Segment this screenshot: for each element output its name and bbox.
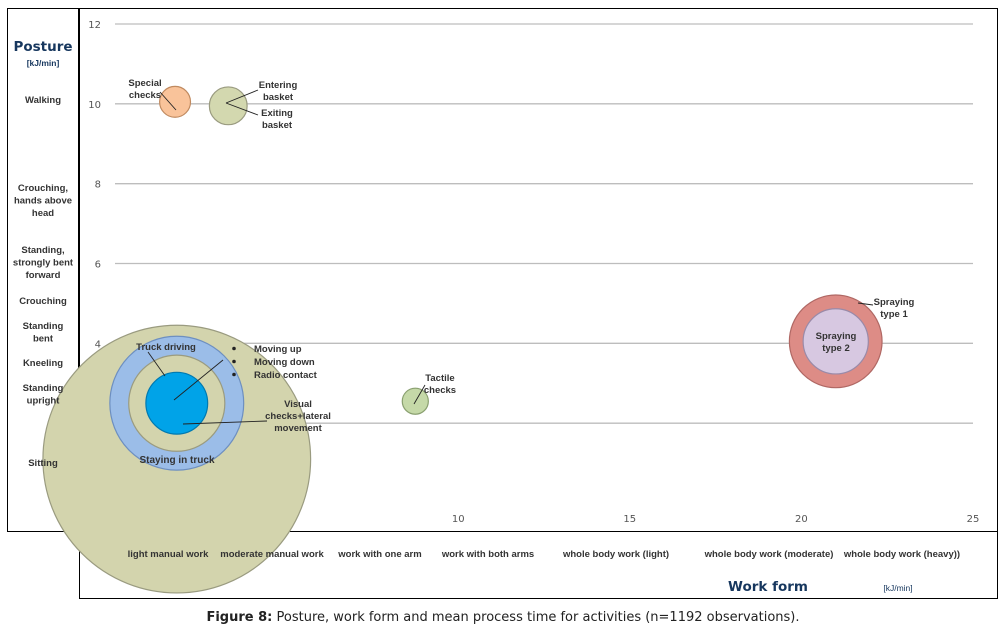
special-checks-label-line-2: checks (129, 90, 161, 101)
posture-label-line-2: hands above (14, 196, 72, 207)
entering-basket-label-line-1: Entering (259, 80, 298, 91)
leader-special-checks (159, 91, 177, 111)
work-form-label: work with one arm (337, 549, 421, 560)
visual-checks-label-line-3: movement (274, 423, 322, 434)
leader-spraying-type1 (857, 302, 874, 306)
tactile-checks-label-line-1: Tactile (425, 373, 454, 384)
bubble (802, 308, 869, 375)
work-form-label: moderate manual work (220, 549, 324, 560)
y-tick-label: 8 (95, 180, 101, 191)
bubble (145, 371, 209, 435)
visual-checks-label-line-2: checks+lateral (265, 411, 331, 422)
posture-label-line-1: Standing (23, 321, 64, 332)
work-form-label: work with both arms (441, 549, 534, 560)
posture-label-line-1: Standing (23, 383, 64, 394)
work-form-label: whole body work (moderate) (704, 549, 834, 560)
x-tick-label: 15 (623, 514, 636, 525)
bullet-dot (232, 346, 236, 351)
leader-moving-up (173, 359, 224, 401)
leader-truck-driving (147, 351, 166, 377)
visual-checks-label-line-1: Visual (284, 399, 312, 410)
x-tick-label: 20 (795, 514, 808, 525)
caption-text: Posture, work form and mean process time… (272, 610, 800, 625)
bubble (159, 85, 192, 118)
posture-label-line-1: Walking (25, 95, 61, 106)
spraying-type1-label-line-2: type 1 (880, 309, 908, 320)
posture-label-line-1: Sitting (28, 458, 58, 469)
bubble (208, 86, 248, 126)
staying-in-truck-label: Staying in truck (139, 455, 214, 466)
leader-visual-checks (182, 420, 268, 425)
work-form-label: whole body work (heavy)) (843, 549, 960, 560)
caption-label: Figure 8: (206, 610, 273, 625)
bullet-label: Radio contact (254, 370, 318, 381)
y-tick-label: 12 (88, 20, 101, 31)
posture-label-line-3: forward (26, 270, 61, 281)
truck-driving-label: Truck driving (136, 342, 196, 353)
spraying-type2-label-line-2: type 2 (822, 343, 849, 354)
y-tick-label: 6 (95, 260, 101, 271)
posture-label-line-1: Crouching (19, 296, 67, 307)
posture-label-line-1: Kneeling (23, 358, 63, 369)
bubble-chart: 0246810120510152025 Posture[kJ/min]Work … (7, 8, 998, 599)
spraying-type1-label-line-1: Spraying (874, 297, 915, 308)
figure-caption: Figure 8: Posture, work form and mean pr… (0, 610, 1006, 625)
x-tick-label: 10 (452, 514, 465, 525)
tactile-checks-label-line-2: checks (424, 385, 456, 396)
posture-label-line-1: Standing, (21, 245, 64, 256)
posture-label-line-2: upright (27, 396, 61, 407)
y-axis-unit: [kJ/min] (27, 58, 60, 68)
bullet-dot (232, 372, 236, 377)
posture-panel-frame (7, 8, 79, 532)
exiting-basket-label-line-1: Exiting (261, 108, 293, 119)
bullet-label: Moving up (254, 344, 302, 355)
bullet-label: Moving down (254, 357, 315, 368)
posture-label-line-2: bent (33, 334, 54, 345)
leader-exiting-basket (225, 102, 259, 116)
y-axis-title: Posture (13, 39, 72, 55)
work-form-label: whole body work (light) (562, 549, 669, 560)
y-tick-label: 4 (95, 339, 101, 350)
x-axis-unit: [kJ/min] (883, 583, 912, 593)
special-checks-label-line-1: Special (128, 78, 161, 89)
posture-label-line-2: strongly bent (13, 258, 74, 269)
x-axis-title: Work form (728, 579, 808, 595)
posture-label-line-3: head (32, 208, 54, 219)
workform-panel-frame (79, 531, 998, 599)
work-form-label: light manual work (128, 549, 209, 560)
entering-basket-label-line-2: basket (263, 92, 294, 103)
bullet-dot (232, 359, 236, 364)
spraying-type2-label-line-1: Spraying (816, 331, 857, 342)
leader-tactile-checks (413, 384, 426, 405)
x-tick-label: 25 (967, 514, 980, 525)
y-tick-label: 10 (88, 100, 101, 111)
leader-entering-basket (225, 89, 259, 104)
posture-label-line-1: Crouching, (18, 183, 68, 194)
exiting-basket-label-line-2: basket (262, 120, 293, 131)
